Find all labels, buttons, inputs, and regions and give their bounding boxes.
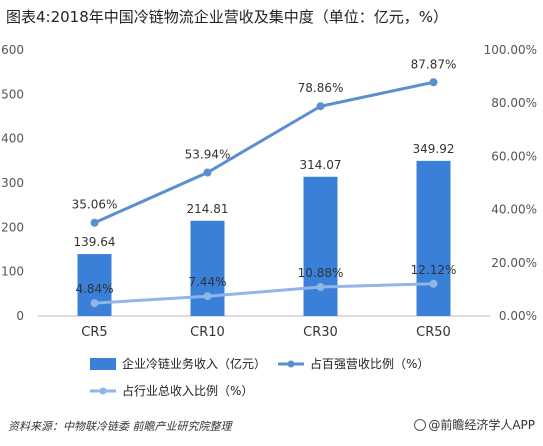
legend-swatch-bar bbox=[90, 358, 116, 370]
line-data-label: 12.12% bbox=[411, 263, 457, 277]
legend-swatch-marker bbox=[99, 387, 107, 395]
line-data-label: 35.06% bbox=[72, 198, 118, 212]
chart-title: 图表4:2018年中国冷链物流企业营收及集中度（单位：亿元，%） bbox=[6, 8, 449, 26]
line-point bbox=[429, 279, 438, 288]
brand-logo-icon bbox=[414, 419, 427, 431]
bar bbox=[190, 220, 225, 316]
y-left-tick-label: 200 bbox=[1, 220, 24, 234]
line-point bbox=[316, 283, 325, 292]
x-category-label: CR50 bbox=[416, 325, 451, 340]
bar bbox=[416, 160, 451, 316]
line-data-label: 78.86% bbox=[298, 81, 344, 95]
brand-text: @前瞻经济学人APP bbox=[428, 418, 535, 432]
line-data-label: 53.94% bbox=[185, 148, 231, 162]
bar-data-label: 314.07 bbox=[300, 158, 342, 172]
y-right-tick-label: 0.00% bbox=[499, 309, 537, 323]
y-left-tick-label: 100 bbox=[1, 265, 24, 279]
line-point bbox=[316, 102, 325, 111]
legend-label: 占行业总收入比例（%） bbox=[122, 383, 253, 398]
y-left-tick-label: 600 bbox=[1, 43, 24, 57]
line-data-label: 10.88% bbox=[298, 266, 344, 280]
line-point bbox=[429, 78, 438, 87]
y-right-tick-label: 40.00% bbox=[491, 203, 537, 217]
line-point bbox=[90, 299, 99, 308]
y-left-tick-label: 500 bbox=[1, 87, 24, 101]
line-data-label: 87.87% bbox=[411, 57, 457, 71]
x-category-label: CR10 bbox=[190, 325, 225, 340]
line-data-label: 4.84% bbox=[75, 282, 113, 296]
bar-data-label: 139.64 bbox=[74, 235, 116, 249]
line-point bbox=[203, 292, 212, 301]
legend-label: 企业冷链业务收入（亿元） bbox=[122, 356, 266, 371]
series-line bbox=[94, 282, 434, 305]
y-right-tick-label: 60.00% bbox=[491, 149, 537, 163]
bar-data-label: 214.81 bbox=[187, 202, 229, 216]
line-point bbox=[90, 218, 99, 227]
y-left-tick-label: 0 bbox=[16, 309, 24, 323]
series-line bbox=[93, 80, 434, 225]
y-left-tick-label: 300 bbox=[1, 176, 24, 190]
legend-label: 占百强营收比例（%） bbox=[310, 356, 429, 371]
line-point bbox=[203, 168, 212, 177]
y-left-tick-label: 400 bbox=[1, 132, 24, 146]
x-category-label: CR30 bbox=[303, 325, 338, 340]
y-right-tick-label: 80.00% bbox=[491, 96, 537, 110]
y-right-tick-label: 100.00% bbox=[484, 43, 537, 57]
brand-watermark: @前瞻经济学人APP bbox=[414, 416, 535, 433]
source-note: 资料来源：中物联冷链委 前瞻产业研究院整理 bbox=[8, 420, 232, 433]
legend-swatch-marker bbox=[287, 360, 295, 368]
bar bbox=[303, 176, 338, 316]
bar-data-label: 349.92 bbox=[413, 142, 455, 156]
x-category-label: CR5 bbox=[81, 325, 107, 340]
y-right-tick-label: 20.00% bbox=[491, 256, 537, 270]
line-data-label: 7.44% bbox=[188, 275, 226, 289]
